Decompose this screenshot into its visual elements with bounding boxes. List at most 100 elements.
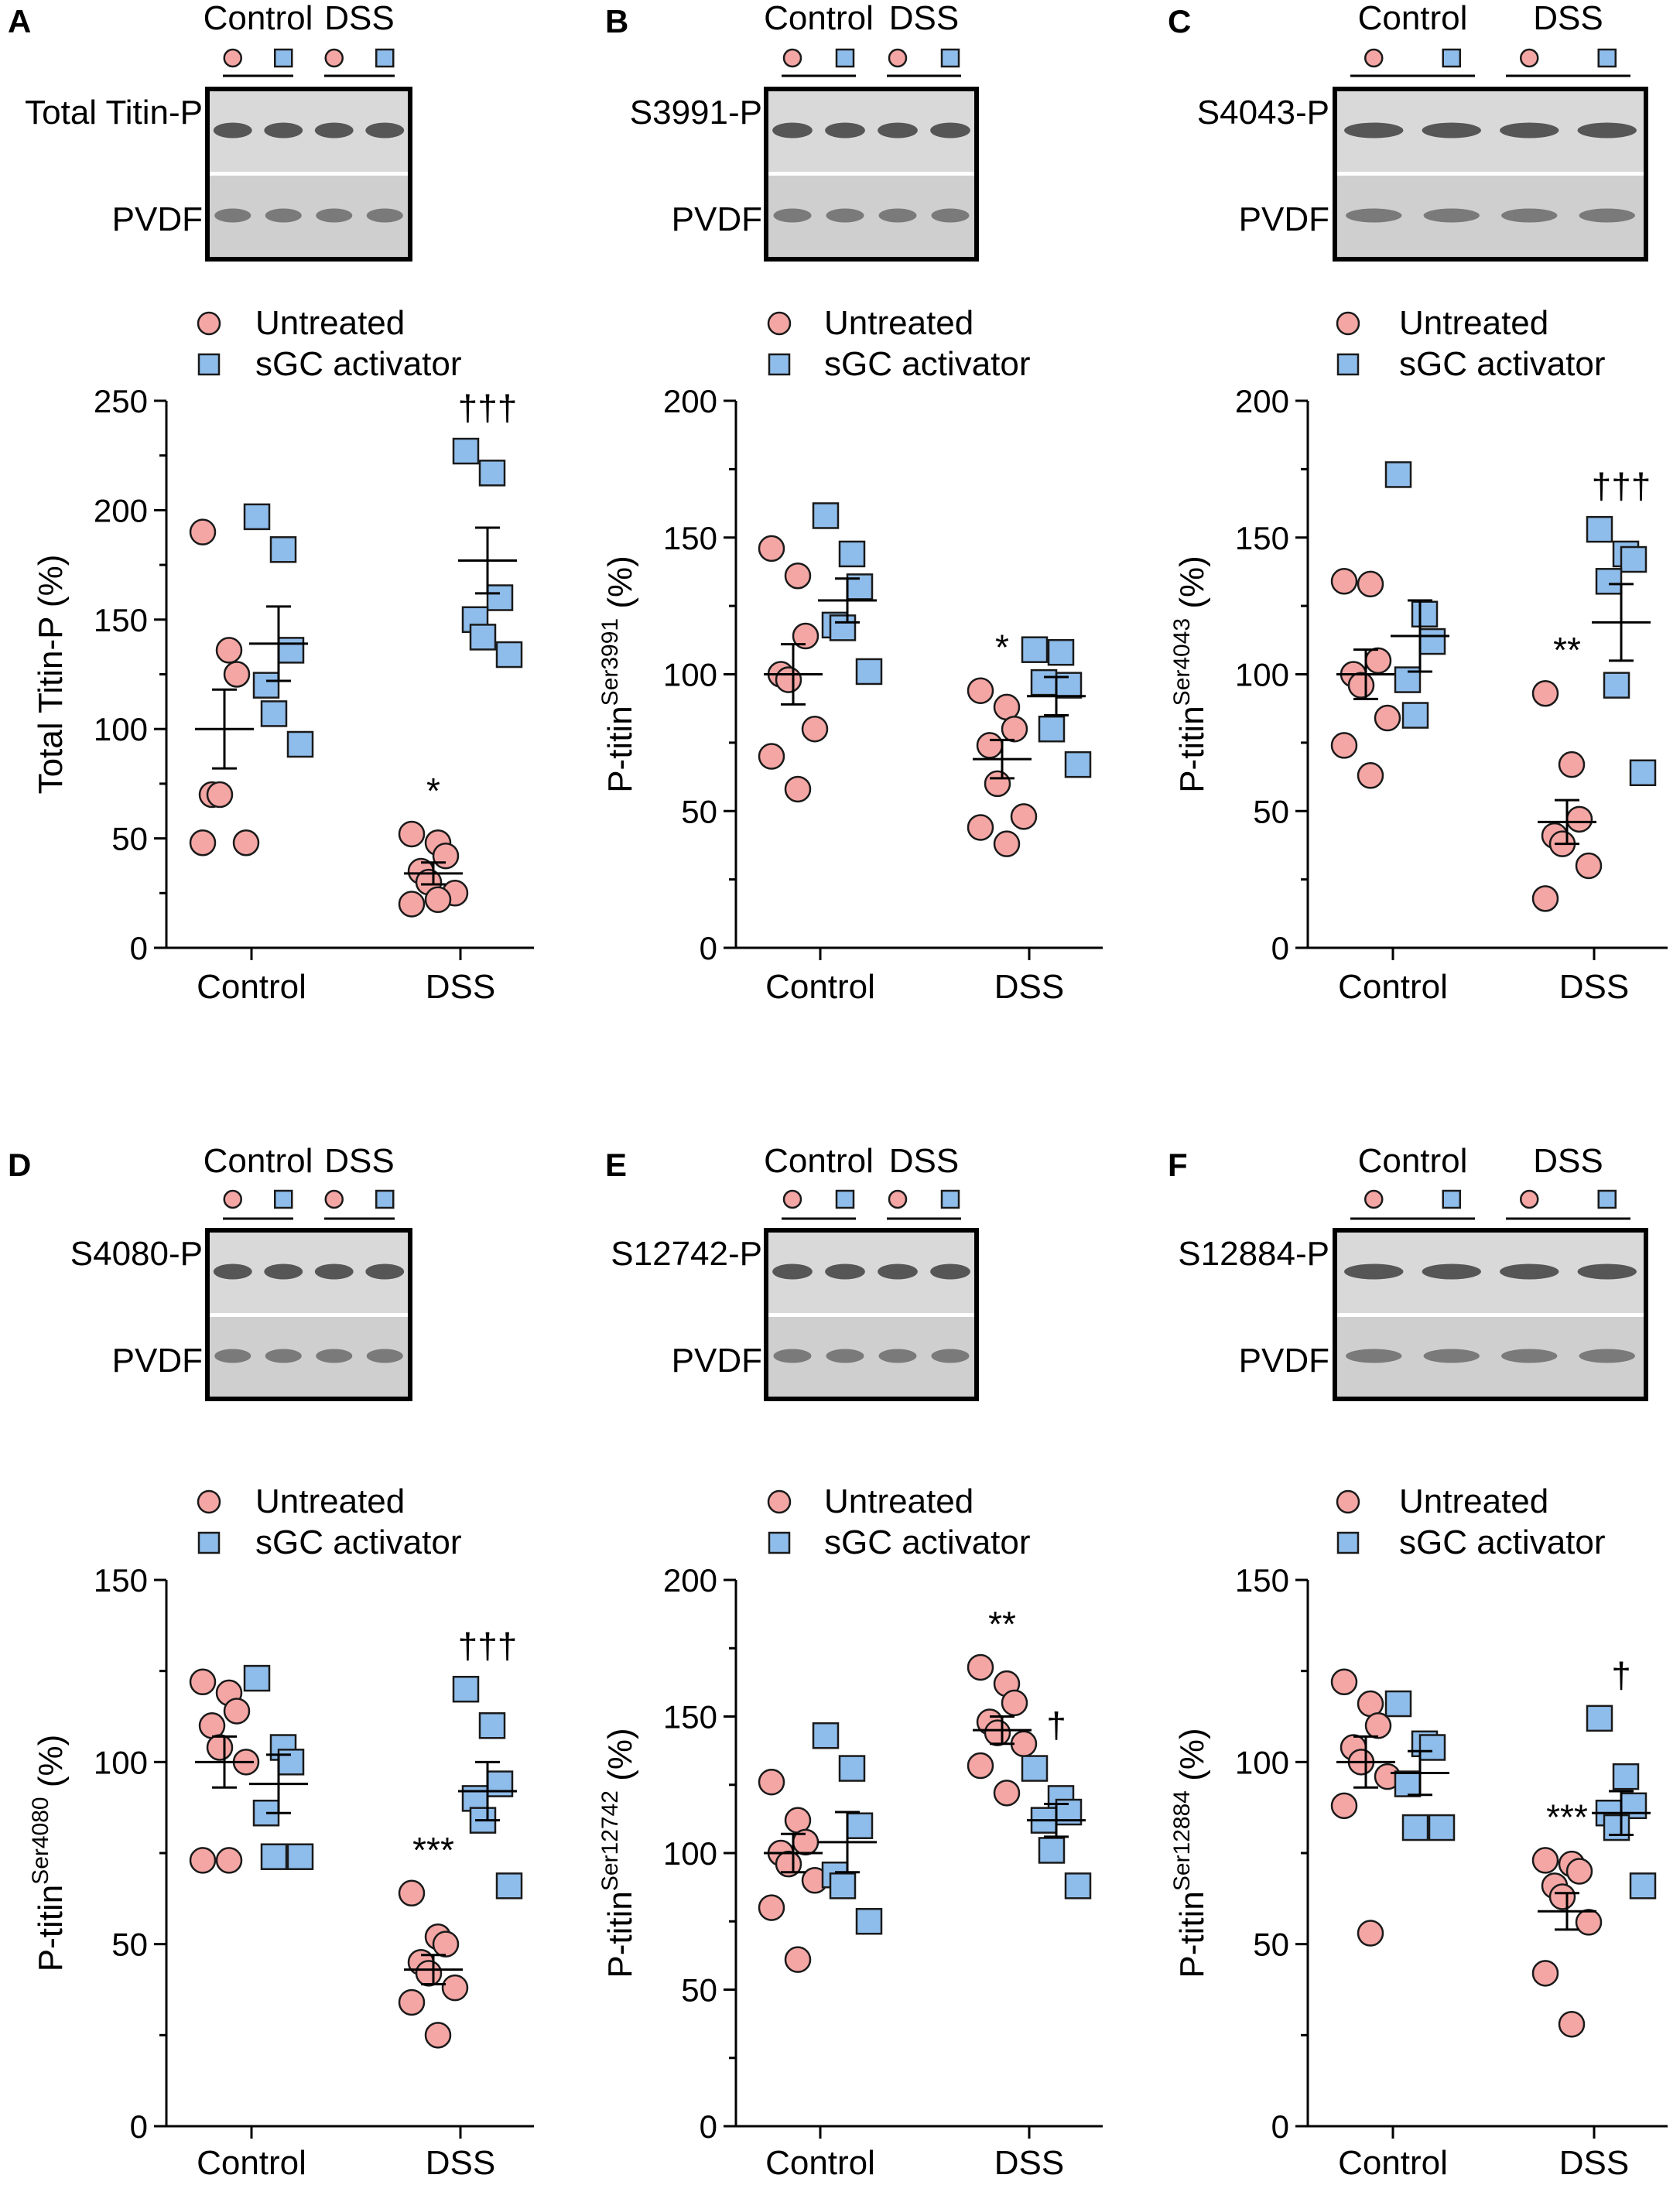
data-point [784,775,812,803]
data-point [415,1960,443,1987]
y-axis-label-superscript: Ser3991 [597,618,623,706]
blot-group-label: Control [764,1142,874,1180]
data-point [398,1988,426,2016]
y-axis-label-superscript: Ser4043 [1169,618,1195,706]
x-axis: Control DSS [166,946,534,1006]
y-axis-label-main: P-titin [1173,1891,1211,1978]
y-tick-label: 0 [1271,930,1289,966]
y-axis-label: P-titinSer3991 (%) [597,556,639,793]
significance-marker: † [1046,1705,1066,1746]
data-point [855,658,883,686]
data-point [1001,715,1028,743]
significance-marker: *** [412,1830,454,1870]
sgc-control-series [1384,461,1449,729]
panel-letter: B [605,3,628,39]
data-point [967,1752,994,1780]
blot-band [878,1263,918,1280]
blot-frame [764,87,979,262]
blot-group-label: DSS [889,0,959,37]
untreated-control-series [189,1668,260,1874]
legend-sgc-label: sGC activator [1399,1523,1606,1561]
untreated-control-series [1330,1668,1401,1947]
legend-untreated-label: Untreated [824,304,973,342]
untreated-control-series [758,535,829,803]
blot-group-label: DSS [324,0,394,37]
legend-sgc-marker [768,1531,791,1554]
legend-sgc-marker [1336,353,1360,376]
y-tick-label: 100 [94,1744,148,1780]
x-tick-label: DSS [1559,968,1629,1006]
data-point [967,814,994,841]
y-tick-label: 150 [94,1562,148,1599]
x-tick-label: DSS [994,2144,1064,2182]
y-tick-label: 0 [700,930,717,966]
pvdf-band [1501,1349,1558,1363]
blot-band [930,1263,970,1280]
pvdf-band [1346,1349,1402,1363]
data-point [1038,715,1066,743]
data-point [478,460,506,487]
blot-frame [1333,1228,1648,1401]
data-point [829,614,857,641]
data-point [967,1653,994,1681]
y-tick-label: 150 [1235,520,1289,556]
x-tick-label: Control [765,2144,875,2182]
data-point [478,1712,506,1739]
sgc-dss-series: † [1021,1705,1092,1899]
blot-group-label: Control [1358,1142,1468,1180]
blot-row-label: PVDF [672,1342,762,1380]
blot-group-label: DSS [1533,0,1603,37]
blot-band [825,1263,865,1280]
y-axis-label-superscript: Ser4080 [28,1797,53,1884]
y-tick-label: 50 [111,1927,148,1963]
data-point [286,730,314,758]
blot-band [1500,1263,1559,1280]
legend-untreated-marker [197,311,221,336]
data-point [1418,627,1446,655]
pvdf-band [878,208,917,223]
data-point [1401,1814,1429,1841]
data-point [1330,732,1358,759]
blot-row-label: S4043-P [1197,94,1329,132]
data-point [1394,1770,1422,1797]
pvdf-band [1423,1349,1480,1363]
data-point [1558,2010,1586,2038]
sgc-dss-series: † [1586,1655,1657,1899]
blot-sgc-marker [1597,48,1617,68]
untreated-dss-series: * [398,771,469,918]
legend-sgc-marker [1336,1531,1360,1554]
blot-band [772,122,813,138]
blot-band [930,122,970,138]
data-point [398,1879,426,1907]
legend-untreated-label: Untreated [1399,304,1548,342]
y-tick-label: 100 [1235,657,1289,693]
blot-untreated-marker [1520,1189,1539,1209]
data-point [424,886,452,914]
data-point [1001,1689,1028,1717]
y-axis: 0 50 100 150 200 [663,1562,737,2145]
sgc-dss-series: ††† [1586,466,1657,787]
blot-row-label: Total Titin-P [25,94,203,132]
blot-untreated-marker [888,48,908,68]
y-axis: 0 50 100 150 200 [1235,383,1309,966]
panel-letter: F [1168,1147,1188,1183]
data-point [1364,1712,1392,1739]
data-point [189,1668,217,1696]
data-point [189,1847,217,1874]
pvdf-band [265,1349,302,1363]
sgc-dss-series: ††† [452,1626,523,1899]
data-point [1384,1690,1412,1718]
legend-untreated-marker [1336,1489,1360,1514]
data-point [967,677,994,704]
significance-marker: ††† [458,1626,518,1666]
data-point [1010,803,1038,830]
blot-frame [205,87,412,262]
data-point [223,661,251,688]
y-axis-label-main: P-titin [1173,706,1211,792]
data-point [1064,751,1092,778]
data-point [1531,885,1559,912]
